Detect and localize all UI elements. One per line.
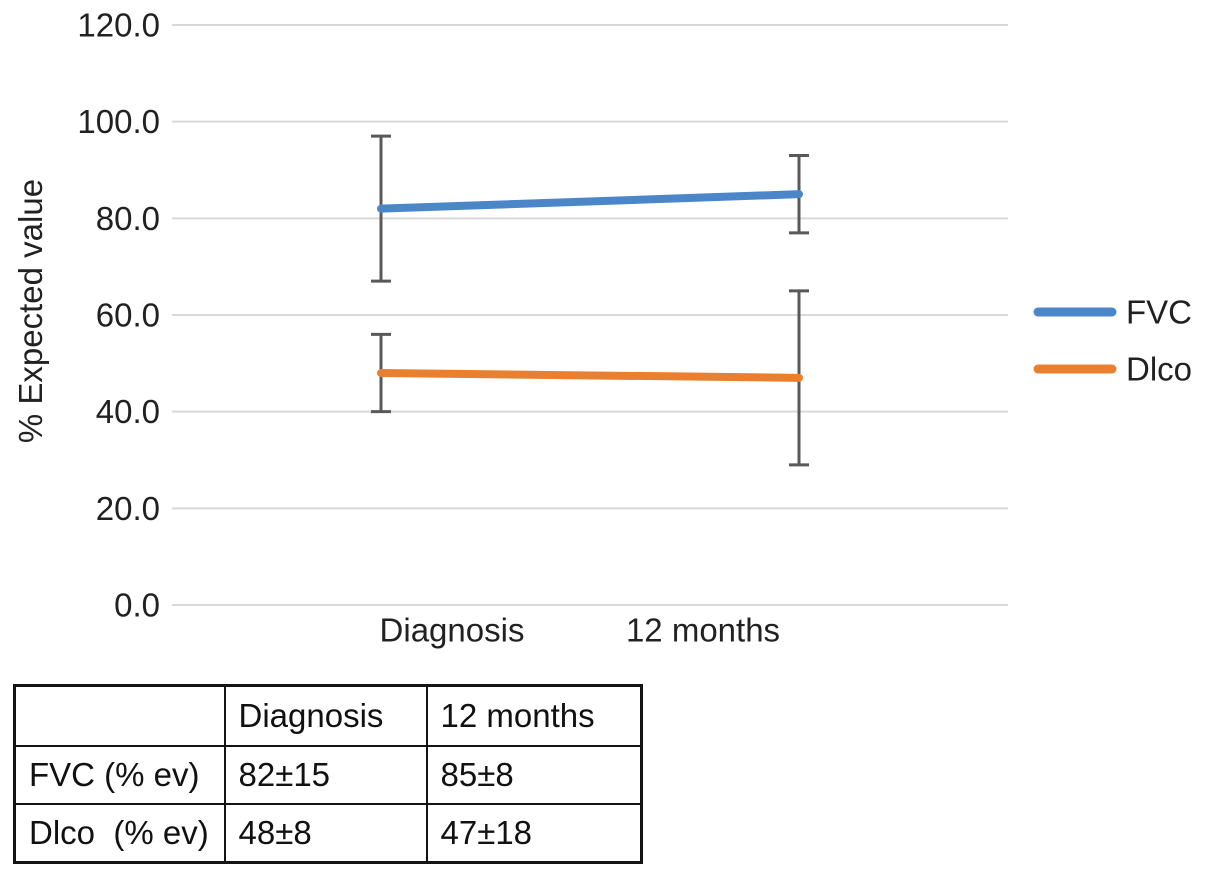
table-row: Dlco (% ev) 48±8 47±18 bbox=[13, 803, 643, 864]
summary-table-header: Diagnosis 12 months bbox=[13, 684, 643, 747]
x-category-label: 12 months bbox=[626, 612, 780, 649]
series-line-dlco bbox=[377, 369, 803, 382]
table-header-cell: Diagnosis bbox=[223, 684, 428, 747]
table-row-label: FVC (% ev) bbox=[13, 745, 226, 805]
y-tick-label: 120.0 bbox=[77, 7, 160, 44]
y-tick-label: 40.0 bbox=[96, 393, 160, 430]
y-tick-label: 0.0 bbox=[114, 587, 160, 624]
chart-plot-area: 120.0 100.0 80.0 60.0 40.0 20.0 0.0 Diagnosis 12… bbox=[77, 7, 1192, 649]
y-tick-label: 20.0 bbox=[96, 490, 160, 527]
legend-label-fvc: FVC bbox=[1126, 294, 1192, 331]
table-header-cell: 12 months bbox=[425, 684, 643, 747]
table-cell: 48±8 bbox=[223, 803, 428, 864]
table-cell: 47±18 bbox=[425, 803, 643, 864]
legend-label-dlco: Dlco bbox=[1126, 351, 1192, 388]
x-category-label: Diagnosis bbox=[380, 612, 525, 649]
table-row: FVC (% ev) 82±15 85±8 bbox=[13, 745, 643, 805]
table-cell: 85±8 bbox=[425, 745, 643, 805]
y-tick-label: 80.0 bbox=[96, 200, 160, 237]
series-line-fvc bbox=[377, 190, 803, 213]
line-chart: 120.0 100.0 80.0 60.0 40.0 20.0 0.0 Diagnosis 12… bbox=[12, 7, 1192, 649]
table-cell: 82±15 bbox=[223, 745, 428, 805]
table-header-row: Diagnosis 12 months bbox=[13, 684, 643, 747]
y-tick-label: 100.0 bbox=[77, 103, 160, 140]
summary-table: Diagnosis 12 months FVC (% ev) 82±15 85±8 Dl… bbox=[13, 684, 643, 864]
table-row-label: Dlco (% ev) bbox=[13, 803, 226, 864]
table-header-empty bbox=[13, 684, 226, 747]
summary-table-body: FVC (% ev) 82±15 85±8 Dlco (% ev) 48±8 47±18 bbox=[13, 745, 643, 864]
y-tick-label: 60.0 bbox=[96, 297, 160, 334]
